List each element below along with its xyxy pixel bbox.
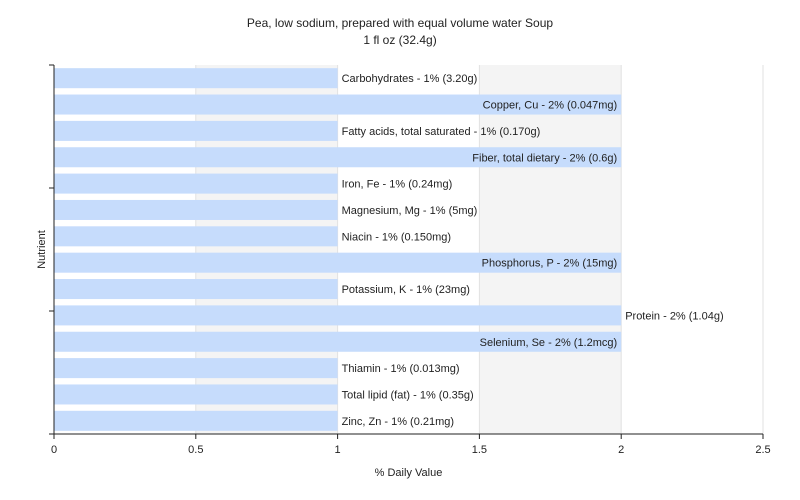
bar [54, 279, 338, 300]
plot-band [337, 65, 480, 434]
bar [54, 147, 622, 168]
bar [54, 94, 622, 115]
x-tick-label: 2 [618, 444, 624, 456]
bar-label: Carbohydrates - 1% (3.20g) [342, 73, 478, 85]
x-tick-label: 1.5 [472, 444, 487, 456]
plot-band [479, 65, 622, 434]
chart-subtitle: 1 fl oz (32.4g) [363, 33, 437, 47]
bar [54, 120, 338, 141]
bar [54, 331, 622, 352]
bar [54, 384, 338, 405]
x-tick-label: 0 [51, 444, 57, 456]
y-axis-label: Nutrient [36, 230, 48, 269]
x-axis-label: % Daily Value [375, 467, 443, 479]
chart-title: Pea, low sodium, prepared with equal vol… [246, 16, 554, 30]
x-tick-label: 2.5 [755, 444, 770, 456]
x-tick-label: 0.5 [188, 444, 203, 456]
bar [54, 410, 338, 431]
bar-label: Zinc, Zn - 1% (0.21mg) [342, 416, 454, 428]
bar-label: Thiamin - 1% (0.013mg) [342, 363, 460, 375]
bar [54, 252, 622, 273]
bar-label: Fatty acids, total saturated - 1% (0.170… [342, 126, 541, 138]
bar-label: Iron, Fe - 1% (0.24mg) [342, 179, 453, 191]
bar-label: Magnesium, Mg - 1% (5mg) [342, 205, 478, 217]
bar-label: Phosphorus, P - 2% (15mg) [482, 258, 618, 270]
plot-band [54, 65, 196, 434]
bar-label: Total lipid (fat) - 1% (0.35g) [342, 389, 474, 401]
bar-label: Potassium, K - 1% (23mg) [342, 284, 470, 296]
bar-label: Selenium, Se - 2% (1.2mcg) [480, 337, 618, 349]
bar-label: Copper, Cu - 2% (0.047mg) [483, 100, 618, 112]
bar [54, 358, 338, 379]
plot-band [621, 65, 763, 434]
bar-label: Fiber, total dietary - 2% (0.6g) [472, 152, 617, 164]
bar-label: Niacin - 1% (0.150mg) [342, 231, 451, 243]
bar [54, 199, 338, 220]
bar [54, 305, 622, 326]
bar [54, 226, 338, 247]
x-tick-label: 1 [335, 444, 341, 456]
bar [54, 68, 338, 89]
bar-label: Protein - 2% (1.04g) [625, 310, 723, 322]
plot-band [195, 65, 338, 434]
bar [54, 173, 338, 194]
